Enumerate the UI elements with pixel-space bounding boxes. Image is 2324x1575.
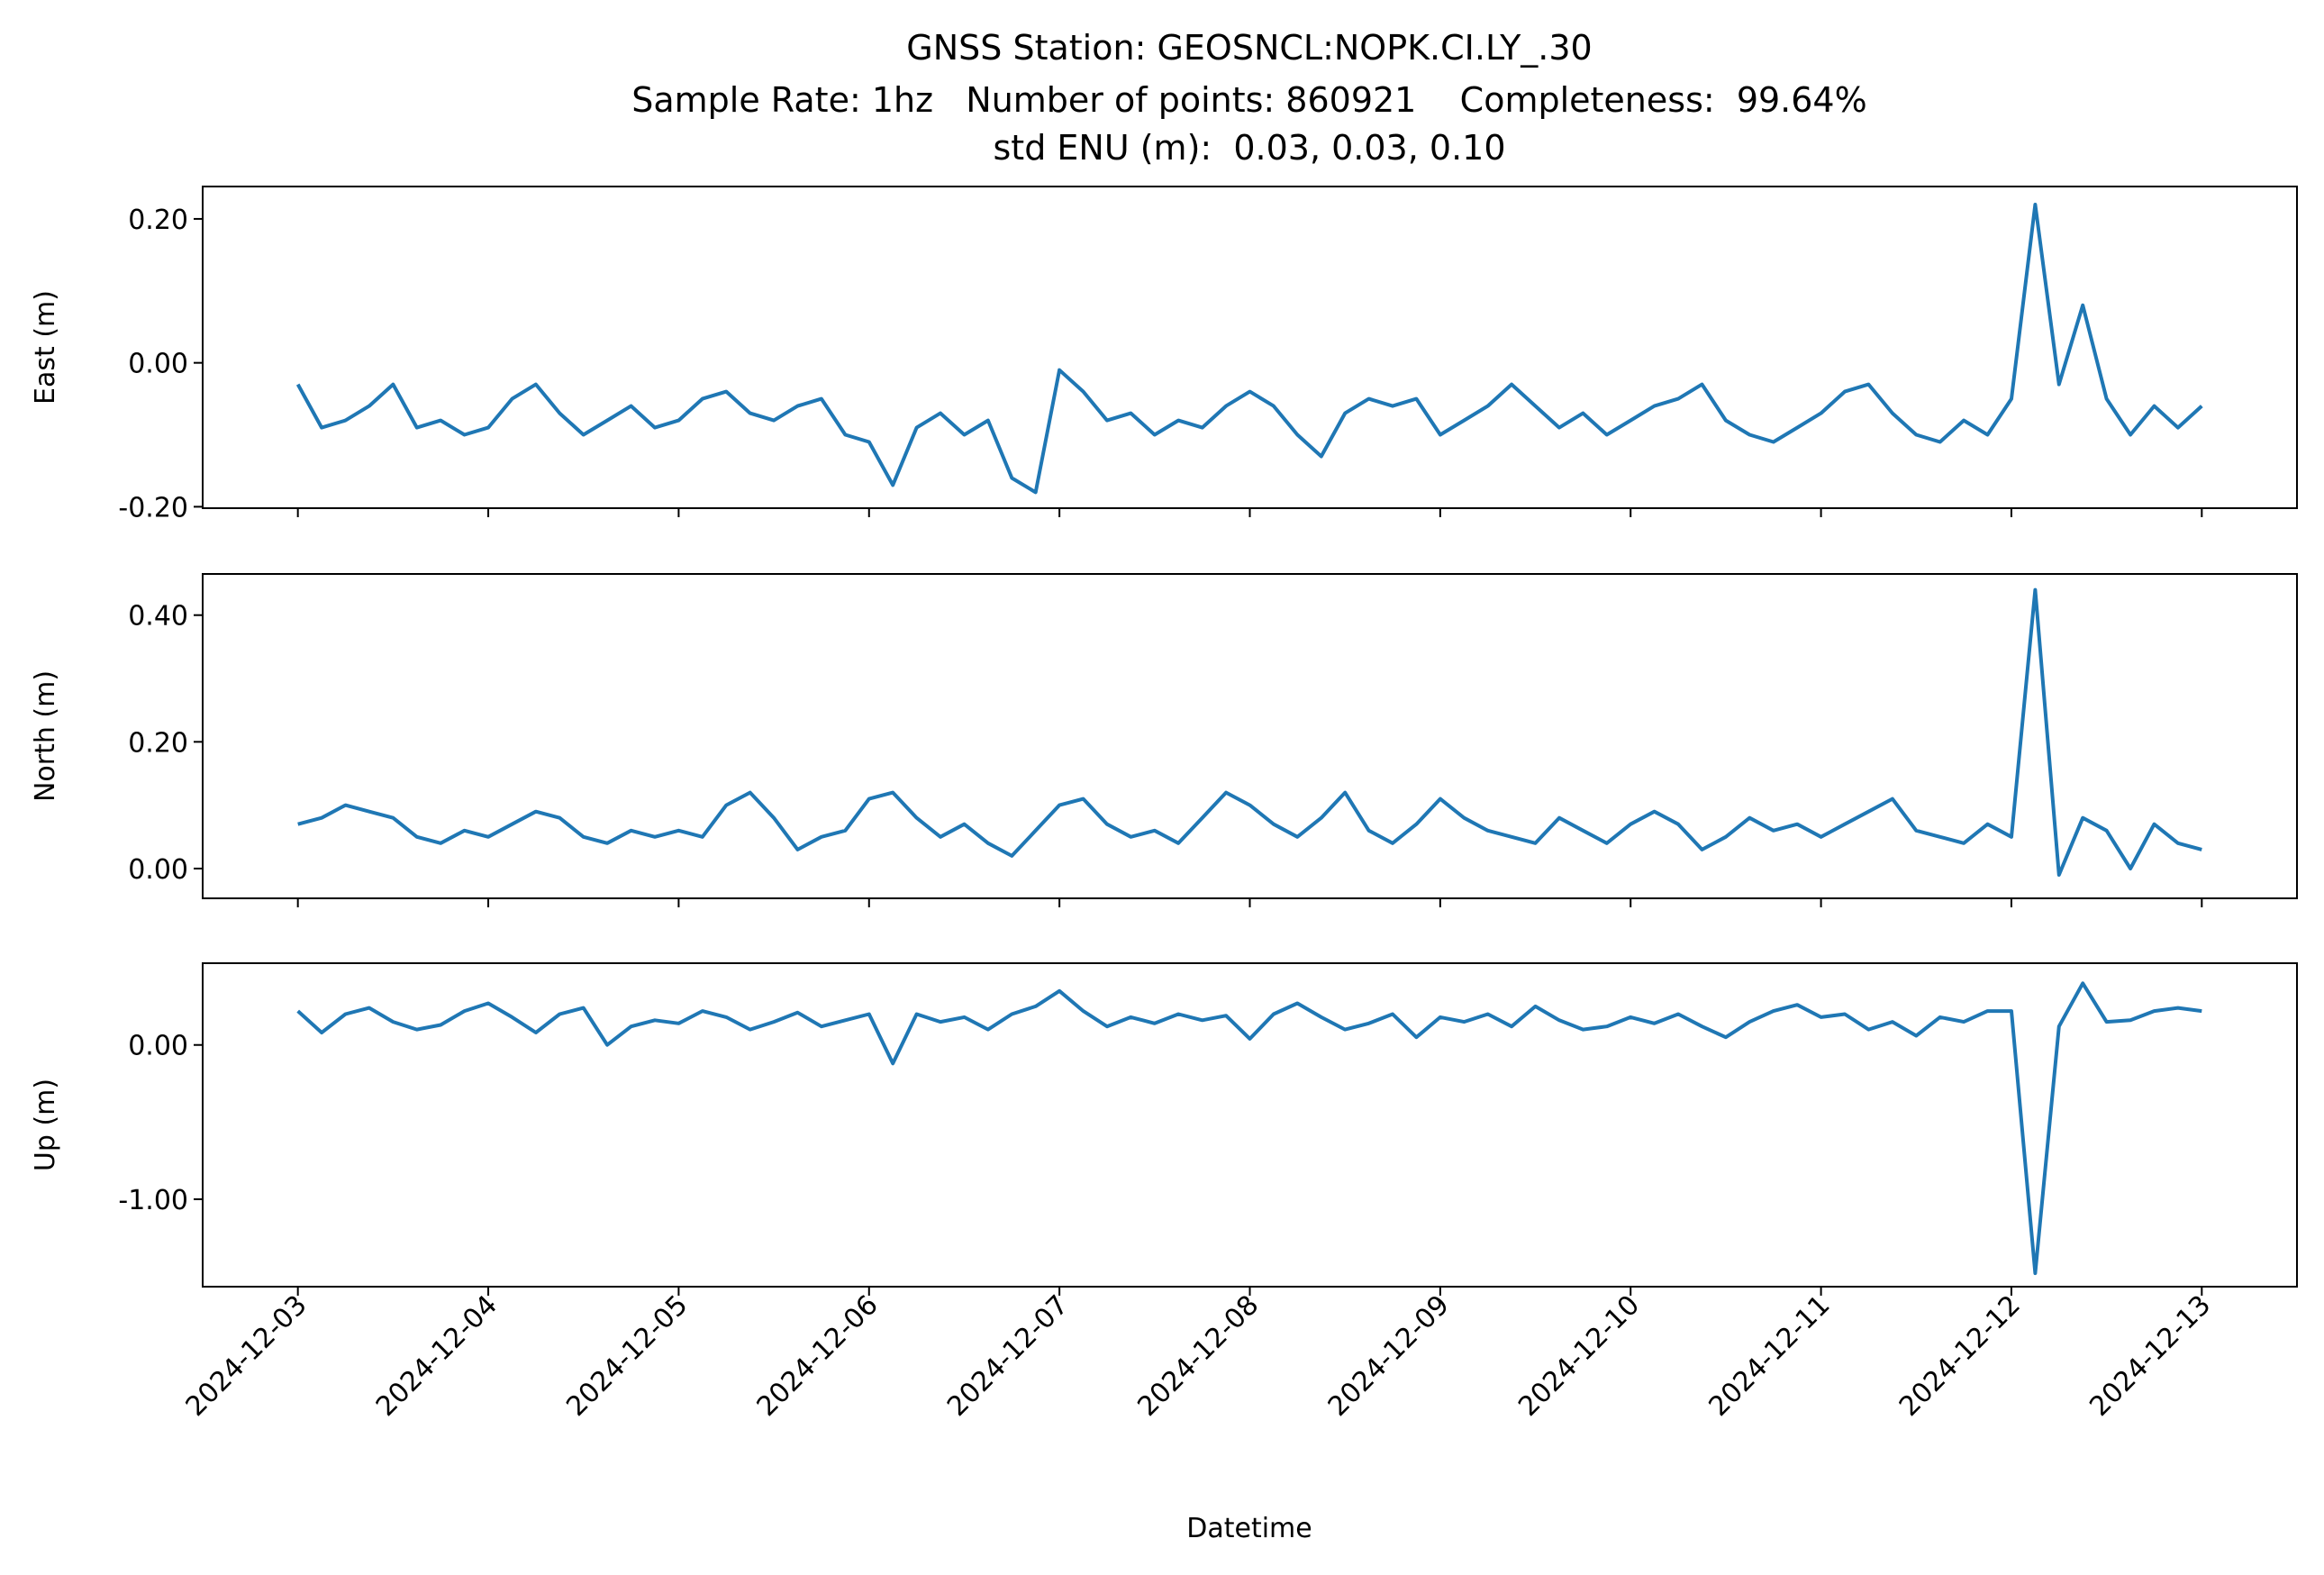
y-tick-label: 0.20	[128, 205, 188, 236]
y-tick-label: 0.00	[128, 1031, 188, 1062]
x-tick-label: 2024-12-06	[751, 1289, 885, 1423]
x-tick-label: 2024-12-05	[560, 1289, 694, 1423]
x-tick-label: 2024-12-08	[1131, 1289, 1265, 1423]
chart-subtitle: std ENU (m): 0.03, 0.03, 0.10	[994, 128, 1506, 168]
axes-frame	[202, 186, 2298, 509]
data-line	[296, 981, 2202, 1276]
x-tick-label: 2024-12-03	[180, 1289, 313, 1423]
y-axis-label: East (m)	[30, 290, 61, 405]
y-tick-label: -0.20	[118, 492, 188, 523]
data-line	[295, 203, 2203, 495]
y-axis-label: North (m)	[30, 670, 61, 802]
y-tick-label: -1.00	[118, 1185, 188, 1216]
chart-subtitle: Sample Rate: 1hz Number of points: 86092…	[631, 80, 1866, 120]
x-axis-label: Datetime	[1186, 1513, 1312, 1544]
y-tick-label: 0.00	[128, 854, 188, 886]
chart-title: GNSS Station: GEOSNCL:NOPK.CI.LY_.30	[906, 28, 1592, 68]
x-tick-label: 2024-12-10	[1512, 1289, 1646, 1423]
y-tick-label: 0.00	[128, 349, 188, 380]
y-tick-label: 0.20	[128, 727, 188, 759]
x-tick-label: 2024-12-12	[1893, 1289, 2027, 1423]
x-tick-label: 2024-12-09	[1322, 1289, 1456, 1423]
x-tick-label: 2024-12-13	[2083, 1289, 2217, 1423]
y-axis-label: Up (m)	[30, 1079, 61, 1171]
axes-frame	[202, 573, 2298, 899]
x-tick-label: 2024-12-07	[941, 1289, 1075, 1423]
y-tick-label: 0.40	[128, 601, 188, 633]
x-tick-label: 2024-12-04	[370, 1289, 504, 1423]
x-tick-label: 2024-12-11	[1703, 1289, 1837, 1423]
data-line	[297, 587, 2202, 877]
